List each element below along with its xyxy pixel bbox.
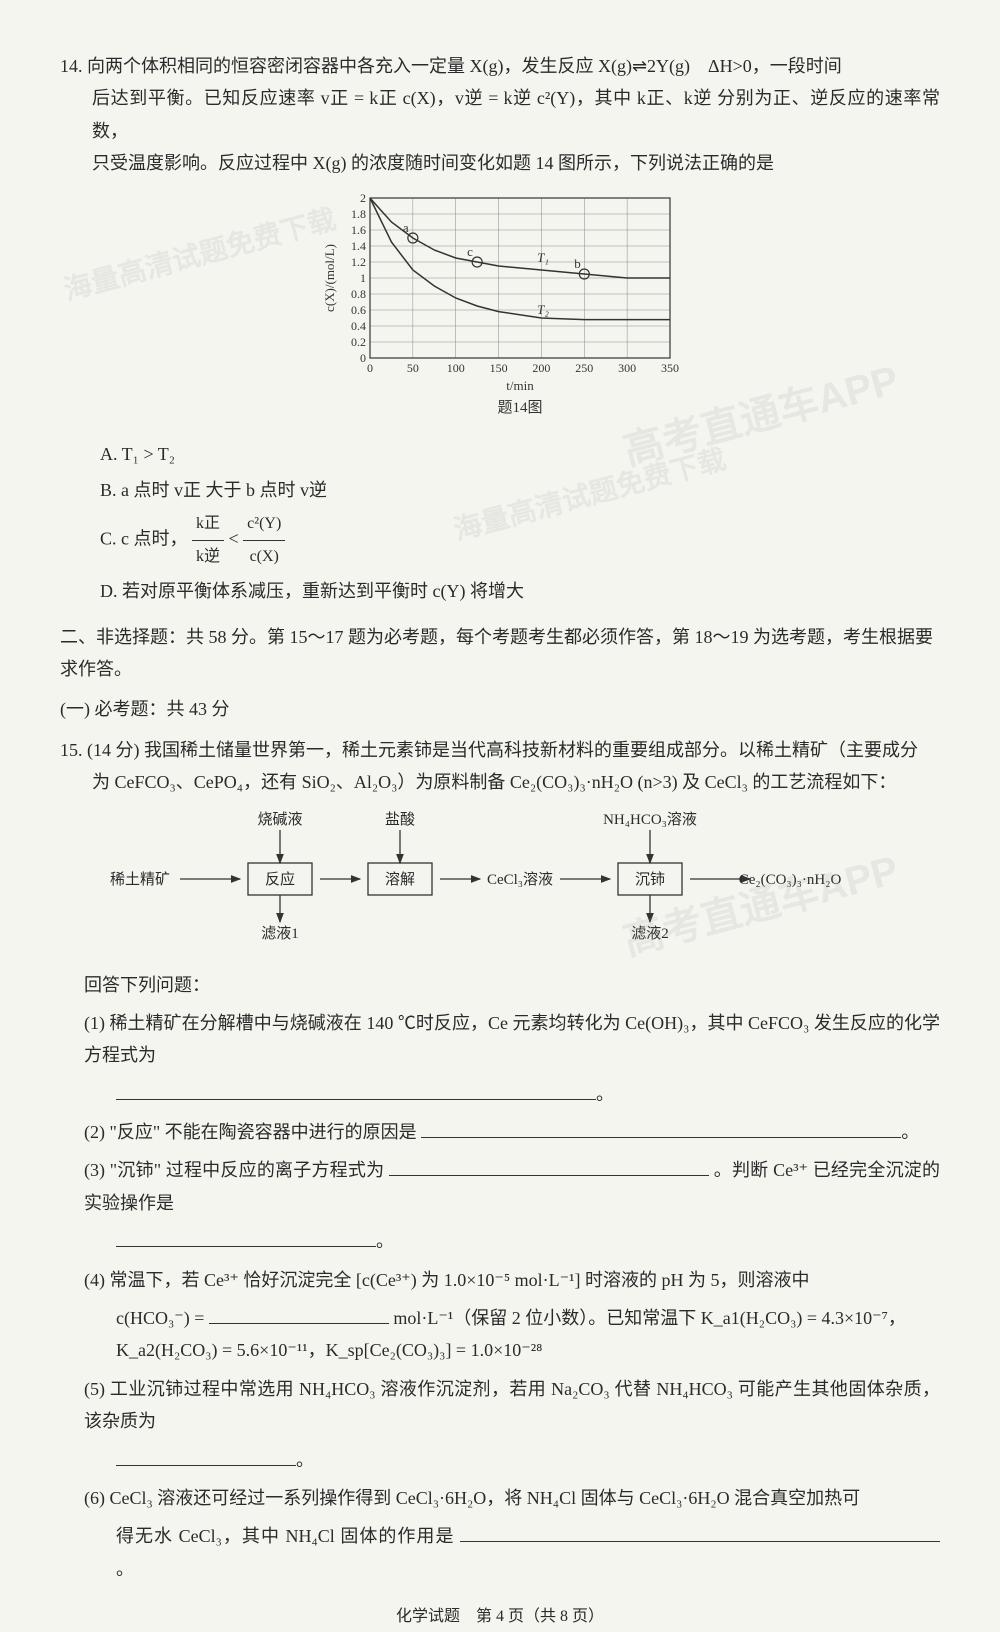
q14-c-prefix: C. c 点时， xyxy=(100,528,188,548)
q15-sub5: (5) 工业沉铈过程中常选用 NH₄HCO₃ 溶液作沉淀剂，若用 Na₂CO₃ … xyxy=(84,1373,940,1438)
page-footer: 化学试题 第 4 页（共 8 页） xyxy=(60,1603,940,1632)
svg-text:50: 50 xyxy=(407,361,419,375)
svg-text:稀土精矿: 稀土精矿 xyxy=(110,871,170,888)
svg-text:0.4: 0.4 xyxy=(351,319,366,333)
q15-sub1-blank-row: 。 xyxy=(116,1078,940,1110)
blank-line xyxy=(116,1226,376,1248)
q14-chart-wrap: 05010015020025030035000.20.40.60.811.21.… xyxy=(60,188,940,428)
q15-sub3a-text: (3) "沉铈" 过程中反应的离子方程式为 xyxy=(84,1160,384,1180)
q15-flowchart: 烧碱液 盐酸 NH₄HCO₃溶液滤液1 滤液2 稀土精矿 反应 溶解 CeCl₃溶液 沉铈 Ce₂… xyxy=(90,809,910,959)
svg-text:250: 250 xyxy=(575,361,593,375)
svg-text:0.2: 0.2 xyxy=(351,335,366,349)
blank-line xyxy=(421,1116,901,1138)
q14-option-b: B. a 点时 v正 大于 b 点时 v逆 xyxy=(100,472,940,508)
svg-text:0.8: 0.8 xyxy=(351,287,366,301)
svg-text:1.4: 1.4 xyxy=(351,239,366,253)
svg-text:题14图: 题14图 xyxy=(497,399,542,416)
svg-text:烧碱液: 烧碱液 xyxy=(257,811,302,828)
svg-text:150: 150 xyxy=(490,361,508,375)
q14-text-1: 向两个体积相同的恒容密闭容器中各充入一定量 X(g)，发生反应 X(g)⇌2Y(… xyxy=(87,56,842,76)
q15-line2: 为 CeFCO₃、CePO₄，还有 SiO₂、Al₂O₃）为原料制备 Ce₂(C… xyxy=(92,766,940,798)
svg-text:沉铈: 沉铈 xyxy=(635,870,665,888)
svg-text:350: 350 xyxy=(661,361,679,375)
q14-line1: 14. 向两个体积相同的恒容密闭容器中各充入一定量 X(g)，发生反应 X(g)… xyxy=(60,50,940,82)
q15-sub1: (1) 稀土精矿在分解槽中与烧碱液在 140 ℃时反应，Ce 元素均转化为 Ce… xyxy=(84,1007,940,1072)
svg-text:Ce₂(CO₃)₃·nH₂O: Ce₂(CO₃)₃·nH₂O xyxy=(739,872,842,888)
svg-text:滤液2: 滤液2 xyxy=(631,925,669,942)
svg-text:0: 0 xyxy=(360,351,366,365)
q14-number: 14. xyxy=(60,56,83,76)
svg-text:T₂: T₂ xyxy=(537,302,549,317)
q14-c-frac2: c²(Y) c(X) xyxy=(243,508,285,573)
svg-text:200: 200 xyxy=(532,361,550,375)
svg-text:100: 100 xyxy=(447,361,465,375)
svg-text:溶解: 溶解 xyxy=(385,871,415,888)
q14-c-frac1: k正 k逆 xyxy=(192,508,224,573)
question-15: 15. (14 分) 我国稀土储量世界第一，稀土元素铈是当代高科技新材料的重要组… xyxy=(60,734,940,1585)
svg-text:b: b xyxy=(574,256,581,271)
svg-text:1.2: 1.2 xyxy=(351,255,366,269)
q14-options: A. T₁ > T₂ B. a 点时 v正 大于 b 点时 v逆 C. c 点时… xyxy=(100,436,940,609)
q14-option-d: D. 若对原平衡体系减压，重新达到平衡时 c(Y) 将增大 xyxy=(100,573,940,609)
svg-text:0.6: 0.6 xyxy=(351,303,366,317)
q15-sub5-blank-row: 。 xyxy=(116,1444,940,1476)
svg-text:NH₄HCO₃溶液: NH₄HCO₃溶液 xyxy=(603,811,697,828)
svg-text:300: 300 xyxy=(618,361,636,375)
q15-sub6b: 得无水 CeCl₃，其中 NH₄Cl 固体的作用是 。 xyxy=(116,1520,940,1585)
q15-flowchart-wrap: 烧碱液 盐酸 NH₄HCO₃溶液滤液1 滤液2 稀土精矿 反应 溶解 CeCl₃溶液 沉铈 Ce₂… xyxy=(60,809,940,959)
q15-sub1-text: (1) 稀土精矿在分解槽中与烧碱液在 140 ℃时反应，Ce 元素均转化为 Ce… xyxy=(84,1013,940,1065)
section2-sub-heading: (一) 必考题：共 43 分 xyxy=(60,693,940,725)
svg-text:1.8: 1.8 xyxy=(351,207,366,221)
q14-line3: 只受温度影响。反应过程中 X(g) 的浓度随时间变化如题 14 图所示，下列说法… xyxy=(92,147,940,179)
svg-text:c(X)/(mol/L): c(X)/(mol/L) xyxy=(322,244,337,312)
q15-sub2-text: (2) "反应" 不能在陶瓷容器中进行的原因是 xyxy=(84,1122,417,1142)
blank-line xyxy=(116,1078,596,1100)
q15-sub4b: c(HCO₃⁻) = mol·L⁻¹（保留 2 位小数）。已知常温下 K_a1(… xyxy=(116,1302,940,1334)
question-14: 14. 向两个体积相同的恒容密闭容器中各充入一定量 X(g)，发生反应 X(g)… xyxy=(60,50,940,609)
svg-text:1.6: 1.6 xyxy=(351,223,366,237)
q15-sub3-blank-row: 。 xyxy=(116,1225,940,1257)
q15-sub4a: (4) 常温下，若 Ce³⁺ 恰好沉淀完全 [c(Ce³⁺) 为 1.0×10⁻… xyxy=(84,1264,940,1296)
svg-text:T₁: T₁ xyxy=(537,250,549,265)
q14-c-mid: < xyxy=(229,528,244,548)
svg-text:a: a xyxy=(403,220,409,235)
q14-line2: 后达到平衡。已知反应速率 v正 = k正 c(X)，v逆 = k逆 c²(Y)，… xyxy=(92,82,940,147)
q14-option-a: A. T₁ > T₂ xyxy=(100,436,940,472)
svg-text:反应: 反应 xyxy=(265,870,295,888)
q15-sub6a: (6) CeCl₃ 溶液还可经过一系列操作得到 CeCl₃·6H₂O，将 NH₄… xyxy=(84,1482,940,1514)
blank-line xyxy=(460,1521,940,1543)
blank-line xyxy=(116,1444,296,1466)
q15-line1: 15. (14 分) 我国稀土储量世界第一，稀土元素铈是当代高科技新材料的重要组… xyxy=(60,734,940,766)
svg-text:c: c xyxy=(467,244,473,259)
svg-text:CeCl₃溶液: CeCl₃溶液 xyxy=(487,871,553,888)
q15-text-1: (14 分) 我国稀土储量世界第一，稀土元素铈是当代高科技新材料的重要组成部分。… xyxy=(87,740,918,760)
q14-chart: 05010015020025030035000.20.40.60.811.21.… xyxy=(320,188,680,428)
q15-sub4c-text: mol·L⁻¹（保留 2 位小数）。已知常温下 K_a1(H₂CO₃) = 4.… xyxy=(393,1308,906,1328)
q15-sub4b-text: c(HCO₃⁻) = xyxy=(116,1308,209,1328)
svg-text:0: 0 xyxy=(367,361,373,375)
blank-line xyxy=(389,1155,709,1177)
svg-text:盐酸: 盐酸 xyxy=(385,811,415,828)
q15-sub6b-text: 得无水 CeCl₃，其中 NH₄Cl 固体的作用是 xyxy=(116,1526,454,1546)
q15-sub3: (3) "沉铈" 过程中反应的离子方程式为 。判断 Ce³⁺ 已经完全沉淀的实验… xyxy=(84,1154,940,1219)
q15-sub5-text: (5) 工业沉铈过程中常选用 NH₄HCO₃ 溶液作沉淀剂，若用 Na₂CO₃ … xyxy=(84,1379,940,1431)
blank-line xyxy=(209,1302,389,1324)
svg-text:滤液1: 滤液1 xyxy=(261,925,299,942)
q15-sub4d: K_a2(H₂CO₃) = 5.6×10⁻¹¹，K_sp[Ce₂(CO₃)₃] … xyxy=(116,1334,940,1366)
q15-sub2: (2) "反应" 不能在陶瓷容器中进行的原因是 。 xyxy=(84,1116,940,1148)
svg-text:t/min: t/min xyxy=(506,378,534,393)
q15-number: 15. xyxy=(60,740,83,760)
q15-answer-prompt: 回答下列问题： xyxy=(84,969,940,1001)
section2-heading: 二、非选择题：共 58 分。第 15～17 题为必考题，每个考题考生都必须作答，… xyxy=(60,621,940,686)
svg-text:2: 2 xyxy=(360,191,366,205)
svg-text:1: 1 xyxy=(360,271,366,285)
q14-option-c: C. c 点时， k正 k逆 < c²(Y) c(X) xyxy=(100,508,940,573)
